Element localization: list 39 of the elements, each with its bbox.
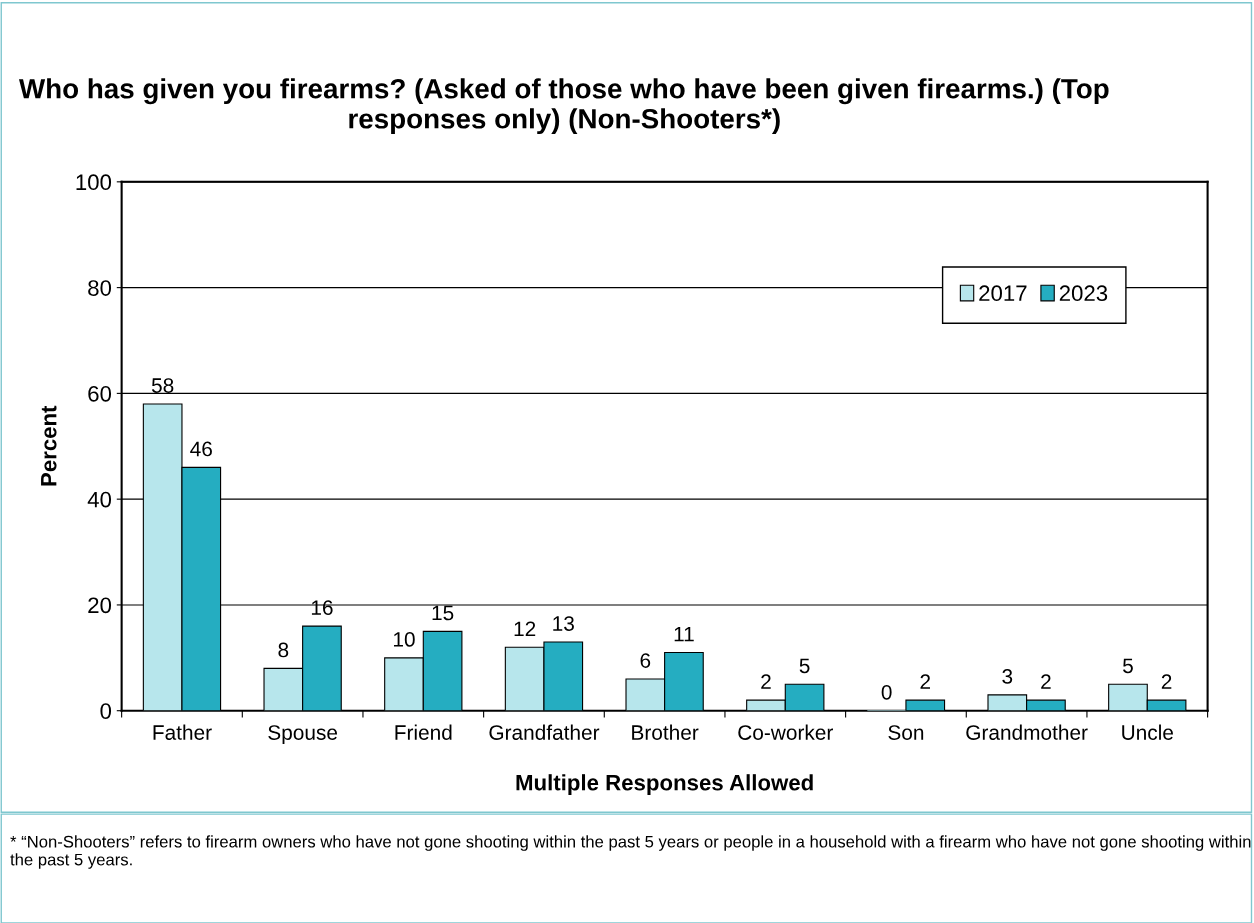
data-label: 2 [1041, 674, 1051, 689]
x-tick-label: Spouse [268, 725, 338, 745]
data-label: 5 [1123, 658, 1133, 674]
y-tick-label: 60 [88, 385, 112, 402]
data-label: 11 [674, 626, 694, 642]
data-label: 13 [553, 616, 574, 631]
x-tick-label: Grandmother [966, 724, 1088, 740]
data-label: 12 [514, 621, 536, 636]
data-label: 2 [1161, 674, 1172, 689]
data-label: 5 [799, 658, 810, 674]
y-tick-label: 20 [88, 597, 112, 614]
legend-label: 2017 [979, 285, 1027, 302]
y-tick-label: 100 [76, 174, 112, 191]
data-label: 58 [151, 378, 174, 393]
data-label: 10 [393, 632, 415, 647]
x-tick-label: Son [888, 725, 924, 740]
data-label: 46 [190, 441, 212, 457]
data-label: 6 [640, 653, 651, 668]
legend-label: 2023 [1059, 285, 1108, 302]
data-label: 2 [920, 674, 930, 689]
x-tick-label: Uncle [1122, 724, 1173, 740]
data-label: 3 [1002, 669, 1013, 684]
data-label: 15 [432, 605, 454, 621]
x-tick-label: Co-worker [738, 724, 833, 740]
x-axis-title: Multiple Responses Allowed [516, 774, 813, 795]
x-tick-label: Brother [632, 724, 699, 740]
data-label: 16 [311, 600, 333, 616]
chart-title: Who has given you firearms? (Asked of those who have been given firearms.) (Top responses only) (Non-Shooters*) [18, 78, 1109, 135]
y-axis-title: Percent [41, 405, 57, 486]
x-tick-label: Father [153, 724, 212, 740]
data-label: 8 [278, 642, 289, 658]
x-tick-label: Grandfather [489, 724, 600, 740]
text: * “Non-Shooters” refers to firearm owners who have not gone shooting within the past 5 years or people in a household with a firearm who have not gone shooting within the past 5 years. [10, 835, 1251, 869]
y-tick-label: 0 [100, 703, 112, 719]
x-tick-label: Friend [395, 724, 452, 740]
y-tick-label: 40 [87, 491, 112, 508]
data-label: 2 [761, 674, 771, 689]
y-tick-label: 80 [88, 280, 112, 296]
data-label: 0 [881, 684, 892, 700]
